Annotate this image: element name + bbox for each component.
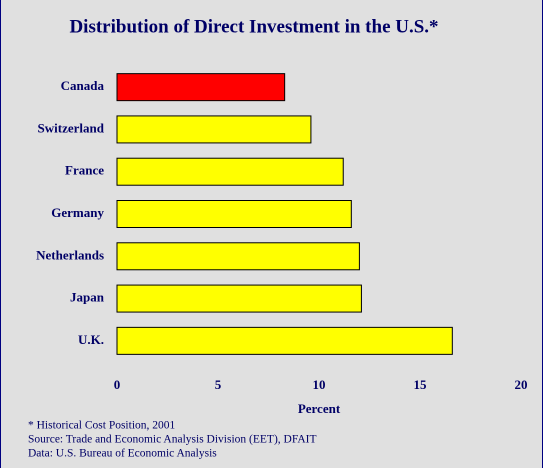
x-tick-label: 10: [313, 377, 326, 392]
bar: [116, 73, 286, 102]
y-tick-label: France: [65, 163, 104, 178]
x-axis-label: Percent: [298, 401, 341, 416]
bar: [116, 326, 453, 355]
bar: [116, 115, 312, 144]
y-tick-label: Netherlands: [36, 247, 104, 262]
y-tick-label: Germany: [51, 205, 104, 220]
footnote: * Historical Cost Position, 2001: [28, 420, 176, 432]
bar: [116, 200, 352, 228]
bar: [116, 157, 344, 186]
x-tick-label: 5: [215, 377, 222, 392]
y-tick-label: Japan: [70, 290, 105, 305]
y-tick-label: Switzerland: [38, 120, 105, 135]
bar: [116, 284, 362, 313]
bar: [116, 242, 360, 271]
chart-title: Distribution of Direct Investment in the…: [69, 16, 438, 37]
x-tick-label: 0: [114, 377, 121, 392]
footnote: Data: U.S. Bureau of Economic Analysis: [28, 448, 217, 460]
x-tick-label: 20: [515, 377, 528, 392]
footnote: Source: Trade and Economic Analysis Divi…: [28, 434, 317, 446]
y-tick-label: Canada: [61, 78, 105, 93]
y-tick-label: U.K.: [78, 332, 104, 347]
x-tick-label: 15: [414, 377, 428, 392]
